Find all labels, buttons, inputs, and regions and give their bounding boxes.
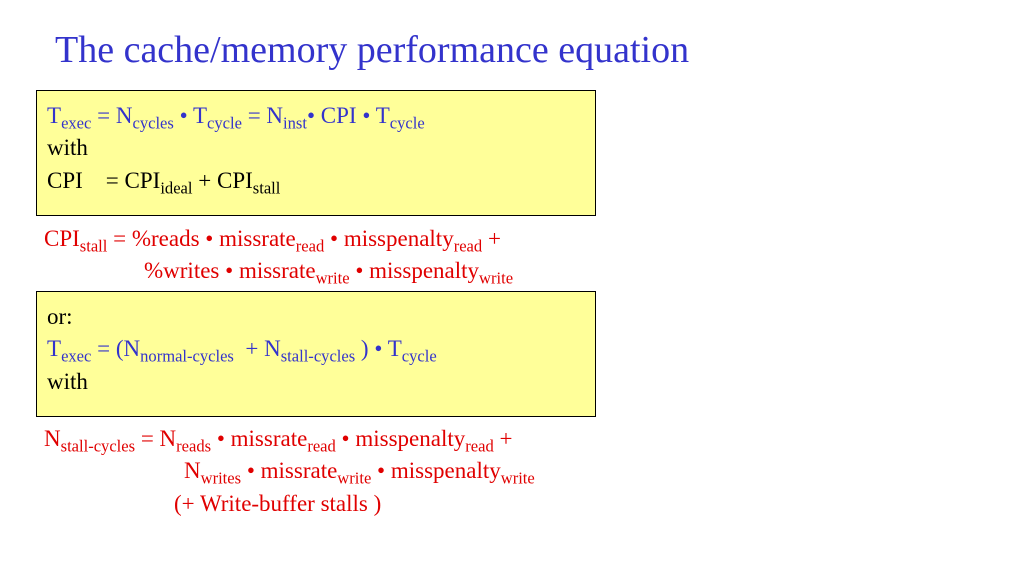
box1-with: with (47, 135, 585, 161)
term: CPI (321, 103, 357, 128)
red2-line1: Nstall-cycles = Nreads • missrateread • … (44, 426, 535, 452)
term: missrate (219, 226, 296, 251)
red-equation-2: Nstall-cycles = Nreads • missrateread • … (44, 420, 535, 523)
subscript: cycle (390, 114, 425, 133)
term: CPI (47, 168, 83, 193)
term: missrate (231, 426, 308, 451)
term: misspenalty (355, 426, 465, 451)
term: T (193, 103, 207, 128)
subscript: write (479, 269, 513, 288)
subscript: writes (201, 469, 241, 488)
subscript: cycle (402, 347, 437, 366)
term: %reads (132, 226, 200, 251)
red-equation-1: CPIstall = %reads • missrateread • missp… (44, 220, 513, 291)
box2-equation: Texec = (Nnormal-cycles + Nstall-cycles … (47, 336, 585, 362)
term: misspenalty (369, 258, 479, 283)
term: missrate (239, 258, 316, 283)
red2-line2: Nwrites • missratewrite • misspenaltywri… (44, 458, 535, 484)
term: N (266, 103, 283, 128)
term: T (47, 336, 61, 361)
term: CPI (217, 168, 253, 193)
subscript: write (337, 469, 371, 488)
red1-line2: %writes • missratewrite • misspenaltywri… (44, 258, 513, 284)
slide-title: The cache/memory performance equation (55, 28, 689, 72)
term: misspenalty (344, 226, 454, 251)
subscript: stall-cycles (281, 347, 355, 366)
equation-box-1: Texec = Ncycles • Tcycle = Ninst• CPI • … (36, 90, 596, 216)
term: T (47, 103, 61, 128)
subscript: read (307, 437, 335, 456)
subscript: exec (61, 114, 91, 133)
box2-or: or: (47, 304, 585, 330)
subscript: stall (80, 237, 108, 256)
term: N (264, 336, 281, 361)
subscript: ideal (160, 178, 192, 197)
subscript: write (316, 269, 350, 288)
term: missrate (261, 458, 338, 483)
term: %writes (144, 258, 219, 283)
subscript: read (296, 237, 324, 256)
term: N (184, 458, 201, 483)
box1-equation-2: CPI = CPIideal + CPIstall (47, 168, 585, 194)
subscript: write (501, 469, 535, 488)
subscript: reads (176, 437, 211, 456)
red2-line3: (+ Write-buffer stalls ) (44, 491, 535, 517)
red1-line1: CPIstall = %reads • missrateread • missp… (44, 226, 513, 252)
subscript: normal-cycles (140, 347, 234, 366)
subscript: cycle (207, 114, 242, 133)
term: misspenalty (391, 458, 501, 483)
subscript: read (465, 437, 493, 456)
term: CPI (125, 168, 161, 193)
subscript: read (454, 237, 482, 256)
subscript: exec (61, 347, 91, 366)
term: N (160, 426, 177, 451)
box2-with: with (47, 369, 585, 395)
subscript: stall-cycles (61, 437, 135, 456)
subscript: inst (283, 114, 307, 133)
subscript: stall (253, 178, 281, 197)
box1-equation-1: Texec = Ncycles • Tcycle = Ninst• CPI • … (47, 103, 585, 129)
term: N (124, 336, 141, 361)
term: T (388, 336, 402, 361)
subscript: cycles (132, 114, 173, 133)
term: T (376, 103, 390, 128)
term: N (44, 426, 61, 451)
equation-box-2: or: Texec = (Nnormal-cycles + Nstall-cyc… (36, 291, 596, 417)
term: CPI (44, 226, 80, 251)
term: N (116, 103, 133, 128)
